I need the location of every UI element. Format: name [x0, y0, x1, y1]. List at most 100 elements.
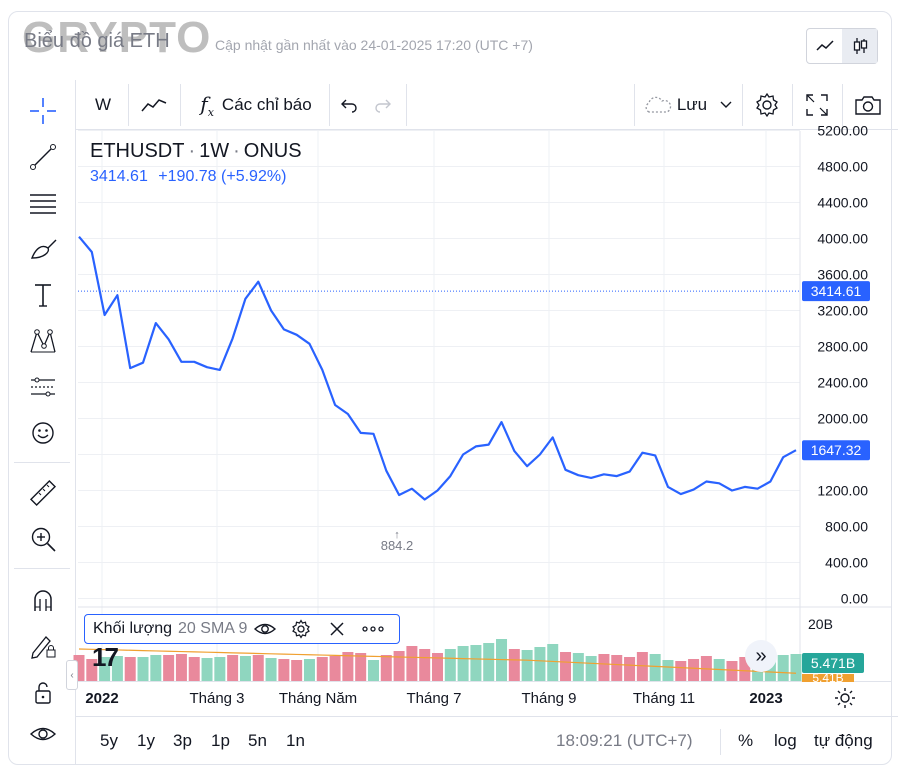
redo-button[interactable] [368, 80, 398, 130]
lock-drawing-icon [31, 636, 56, 659]
volume-bar [457, 646, 469, 681]
line-style-button[interactable] [807, 29, 842, 63]
text-tool[interactable] [26, 278, 60, 312]
range-3m-button[interactable]: 3p [173, 731, 192, 750]
volume-bar [316, 657, 328, 681]
volume-bar [175, 654, 187, 681]
range-5d-button[interactable]: 5n [248, 731, 267, 750]
hide-drawings-tool[interactable] [26, 717, 60, 751]
indicators-label: Các chỉ báo [221, 95, 312, 114]
x-tick-label: Tháng 11 [633, 690, 695, 707]
toolbar-divider [792, 84, 793, 126]
page-title: Biểu đồ giá ETH [24, 30, 170, 52]
fullscreen-button[interactable] [796, 80, 838, 130]
undo-button[interactable] [334, 80, 364, 130]
lock-all-tool[interactable] [26, 675, 60, 709]
candle-style-button[interactable] [842, 29, 877, 63]
eye-icon [254, 623, 277, 635]
chart-style-toggle [806, 28, 878, 64]
settings-button[interactable] [746, 80, 788, 130]
y-tick-label: 0.00 [841, 591, 868, 607]
fib-tool[interactable] [26, 186, 60, 220]
save-label: Lưu [676, 95, 708, 114]
fullscreen-icon [806, 94, 828, 116]
screenshot-button[interactable] [846, 80, 890, 130]
volume-bar [483, 643, 495, 681]
volume-bar [355, 653, 367, 681]
y-tick-label: 800.00 [825, 519, 868, 535]
lock-drawing-tool[interactable] [26, 629, 60, 663]
lock-icon [35, 682, 51, 704]
settings-icon [292, 619, 311, 639]
symbol-legend: ETHUSDT · 1W · ONUS [90, 140, 302, 163]
pattern-tool[interactable] [26, 324, 60, 358]
volume-params: 20 SMA 9 [178, 620, 248, 637]
volume-sma-line [78, 648, 797, 674]
more-horizontal-icon [362, 626, 385, 632]
volume-bar [444, 649, 456, 681]
y-tick-label: 4800.00 [817, 159, 868, 175]
chevron-down-icon [720, 101, 732, 108]
crosshair-icon [30, 98, 56, 124]
y-tick-label: 3200.00 [817, 303, 868, 319]
last-price-tag: 3414.61 [811, 283, 862, 299]
x-tick-label: 2023 [749, 690, 782, 707]
x-tick-label: 2022 [85, 690, 118, 707]
axis-settings-icon[interactable] [835, 688, 855, 708]
toolbar-divider [406, 84, 407, 126]
volume-bar [432, 653, 443, 681]
volume-bar [227, 655, 239, 681]
x-tick-label: Tháng 9 [521, 690, 576, 707]
chevron-left-icon: ‹ [70, 669, 74, 681]
clock-timezone[interactable]: 18:09:21 (UTC+7) [556, 731, 693, 750]
volume-legend[interactable]: Khối lượng 20 SMA 9 [84, 614, 401, 644]
ruler-tool[interactable] [26, 476, 60, 510]
ruler-icon [29, 479, 57, 507]
indicator-settings-button[interactable] [283, 619, 319, 639]
auto-scale-button[interactable]: tự động [814, 731, 873, 750]
trendline-tool[interactable] [26, 140, 60, 174]
volume-bar [688, 659, 700, 681]
save-button[interactable]: Lưu [638, 80, 738, 130]
range-1y-button[interactable]: 1y [137, 731, 155, 750]
y-tick-label: 2800.00 [817, 339, 868, 355]
remove-indicator-button[interactable] [319, 621, 355, 637]
interval-button[interactable]: W [94, 95, 112, 114]
visibility-button[interactable] [247, 620, 283, 638]
zoom-in-tool[interactable] [26, 522, 60, 556]
candles-icon [853, 38, 867, 54]
prediction-tool[interactable] [26, 370, 60, 404]
crosshair-tool[interactable] [26, 94, 60, 128]
emoji-tool[interactable] [26, 416, 60, 450]
range-5y-button[interactable]: 5y [100, 731, 118, 750]
volume-bar [649, 654, 661, 681]
tradingview-logo[interactable]: 17 [92, 642, 119, 672]
price-change-percent: (+5.92%) [221, 168, 287, 185]
magnet-tool[interactable] [26, 583, 60, 617]
scroll-to-latest-button[interactable]: » [745, 640, 777, 672]
volume-bar [163, 655, 175, 681]
more-options-button[interactable] [355, 625, 391, 633]
chart-type-button[interactable] [132, 80, 176, 130]
volume-last-tag-bg [802, 653, 864, 673]
volume-bar [265, 658, 277, 681]
line-chart-icon [815, 40, 834, 51]
magnet-icon [34, 590, 52, 611]
volume-bar [342, 652, 354, 681]
range-1d-button[interactable]: 1n [286, 731, 305, 750]
percent-scale-button[interactable]: % [738, 731, 754, 750]
indicators-button[interactable]: fx Các chỉ báo [186, 80, 326, 130]
volume-bar [329, 656, 341, 681]
volume-bar [624, 657, 636, 681]
collapse-toolbar-button[interactable]: ‹ [66, 660, 78, 690]
pattern-icon [30, 329, 56, 353]
range-1m-button[interactable]: 1p [211, 731, 230, 750]
toolbar-divider [329, 84, 330, 126]
volume-last-tag: 5.471B [811, 655, 855, 671]
price-series-line [78, 235, 797, 501]
brush-tool[interactable] [26, 232, 60, 266]
volume-bar [585, 656, 597, 681]
log-scale-button[interactable]: log [774, 731, 797, 750]
volume-bar [380, 655, 392, 681]
